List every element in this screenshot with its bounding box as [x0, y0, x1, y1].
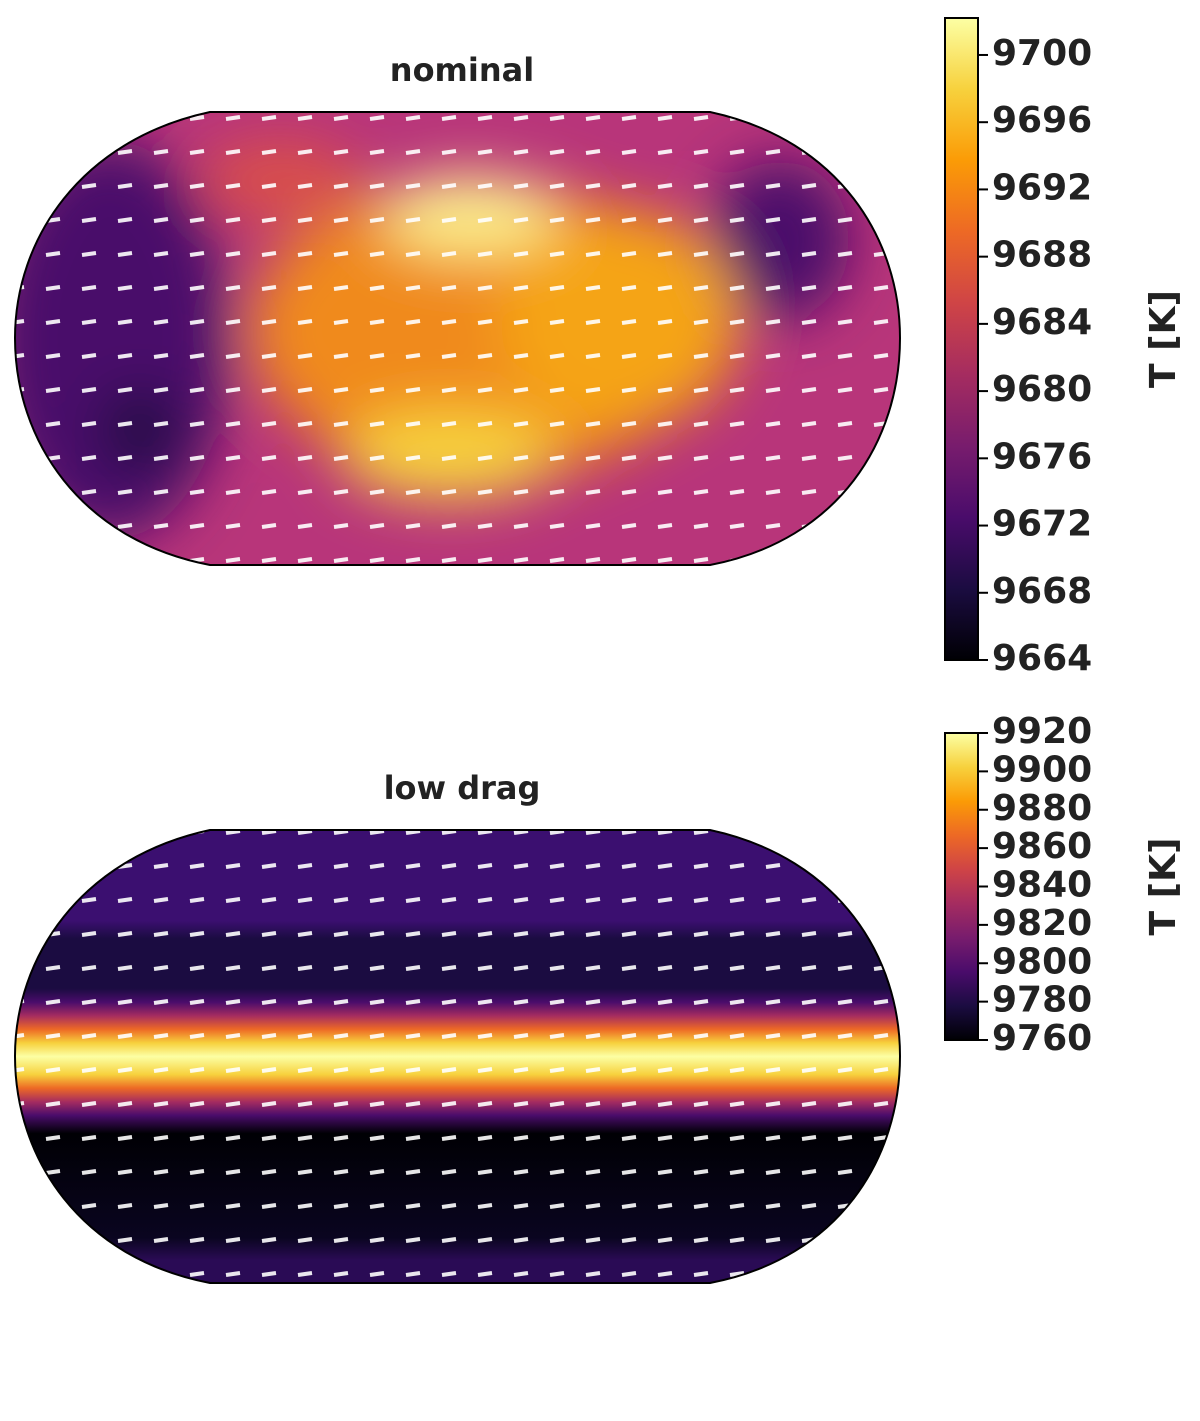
map-nominal: [15, 112, 900, 565]
colorbar-tick-label: 9840: [992, 865, 1092, 906]
colorbar-tick-label: 9688: [992, 235, 1092, 276]
colorbar-tick-label: 9800: [992, 941, 1092, 982]
colorbar-tick-label: 9860: [992, 826, 1092, 867]
colorbar-tick-label: 9676: [992, 436, 1092, 477]
colorbar-tick-label: 9780: [992, 980, 1092, 1021]
map-low-drag: [15, 830, 900, 1283]
panel-title: nominal: [390, 51, 534, 89]
colorbar: [944, 732, 979, 1041]
colorbar-tick-label: 9680: [992, 369, 1092, 410]
colorbar-tick-label: 9684: [992, 302, 1092, 343]
colorbar-tick-label: 9820: [992, 903, 1092, 944]
colorbar-tick-label: 9672: [992, 504, 1092, 545]
colorbar-tick-label: 9760: [992, 1018, 1092, 1059]
colorbar: [944, 17, 979, 661]
colorbar-tick-label: 9920: [992, 711, 1092, 752]
map-outline: [13, 111, 902, 566]
colorbar-tick-label: 9700: [992, 33, 1092, 74]
colorbar-tick-label: 9696: [992, 100, 1092, 141]
colorbar-tick-label: 9664: [992, 638, 1092, 679]
colorbar-label: T [K]: [1143, 838, 1184, 936]
panel-title: low drag: [384, 769, 541, 807]
colorbar-tick-label: 9900: [992, 749, 1092, 790]
colorbar-label: T [K]: [1143, 290, 1184, 388]
map-outline: [13, 829, 902, 1284]
colorbar-tick-label: 9692: [992, 167, 1092, 208]
colorbar-tick-label: 9880: [992, 788, 1092, 829]
colorbar-tick-label: 9668: [992, 571, 1092, 612]
